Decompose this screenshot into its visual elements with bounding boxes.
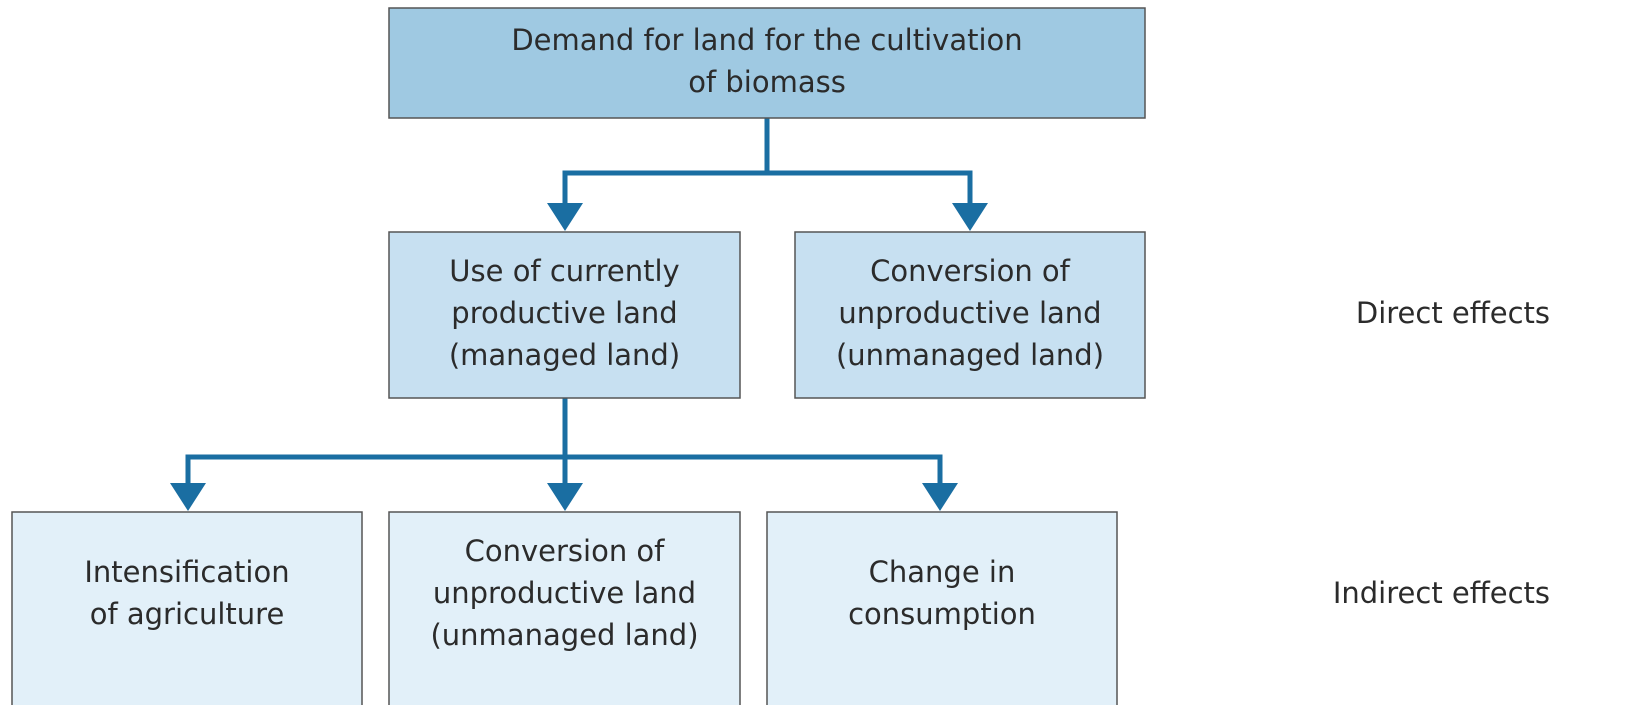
node: Change in consumption xyxy=(766,511,1118,709)
node-label: (unmanaged land) xyxy=(430,618,698,652)
node-label: of agriculture xyxy=(90,597,285,631)
node: Conversion of unproductive land (unmanaged… xyxy=(388,511,741,709)
arrowhead xyxy=(170,483,206,511)
node: Conversion of unproductive land (unmanaged… xyxy=(794,231,1146,399)
level-label: Indirect effects xyxy=(1333,576,1550,610)
arrowhead xyxy=(547,483,583,511)
arrowhead xyxy=(547,203,583,231)
node-box xyxy=(794,231,1146,399)
arrowhead xyxy=(922,483,958,511)
connector xyxy=(185,398,568,485)
node-label: Conversion of xyxy=(465,534,666,568)
connector xyxy=(565,454,943,485)
node-label: productive land xyxy=(451,296,677,330)
connector xyxy=(767,170,973,205)
node-label: Use of currently xyxy=(449,254,679,288)
arrowhead xyxy=(952,203,988,231)
node-label: unproductive land xyxy=(838,296,1101,330)
node: Intensification of agriculture xyxy=(11,511,363,709)
node-label: unproductive land xyxy=(433,576,696,610)
node-label: Conversion of xyxy=(870,254,1071,288)
node-label: of biomass xyxy=(688,65,846,99)
node-label: Change in xyxy=(869,555,1016,589)
node-label: consumption xyxy=(848,597,1036,631)
node-box xyxy=(388,7,1146,119)
node: Demand for land for the cultivation of bi… xyxy=(388,7,1146,119)
node-label: Demand for land for the cultivation xyxy=(511,23,1022,57)
node-box xyxy=(11,511,363,709)
node-label: (managed land) xyxy=(449,338,680,372)
node-box xyxy=(388,511,741,709)
node-box xyxy=(388,231,741,399)
node-label: Intensification xyxy=(84,555,289,589)
level-label: Direct effects xyxy=(1356,296,1550,330)
node-box xyxy=(766,511,1118,709)
node: Use of currently productive land (managed … xyxy=(388,231,741,399)
connector xyxy=(562,118,770,205)
node-label: (unmanaged land) xyxy=(836,338,1104,372)
